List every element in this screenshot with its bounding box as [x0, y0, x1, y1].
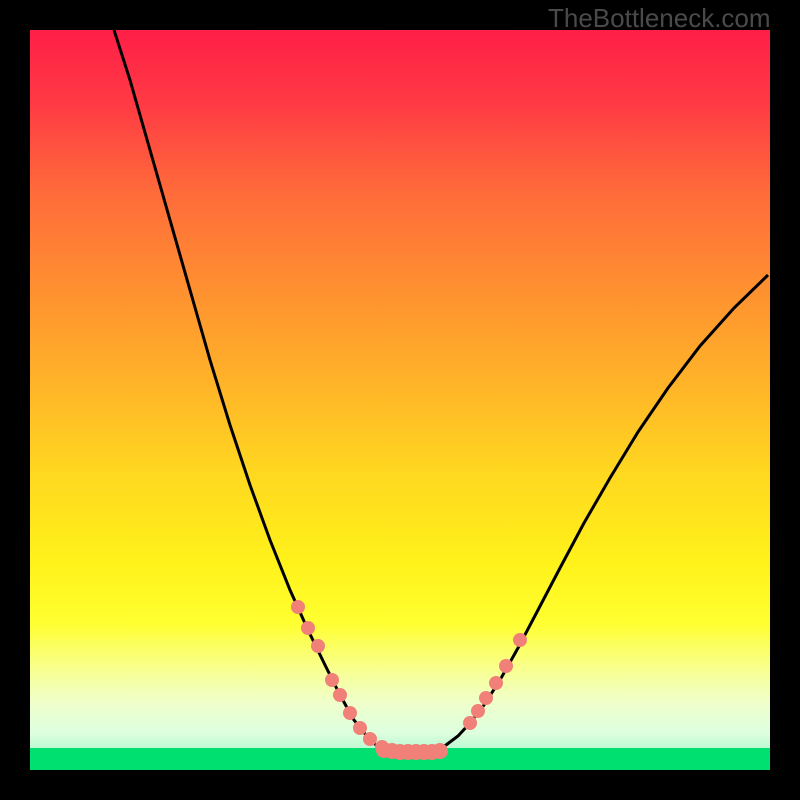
marker-dot	[353, 721, 367, 735]
marker-dot	[325, 673, 339, 687]
marker-dot	[489, 676, 503, 690]
marker-dot	[311, 639, 325, 653]
stage: TheBottleneck.com	[0, 0, 800, 800]
bottom-cluster-dot	[432, 743, 448, 759]
bottom-cluster-group	[376, 742, 448, 760]
marker-dot	[363, 732, 377, 746]
marker-dot	[463, 716, 477, 730]
marker-dot	[333, 688, 347, 702]
marker-dot	[471, 704, 485, 718]
marker-dot	[513, 633, 527, 647]
marker-dot	[499, 659, 513, 673]
watermark-text: TheBottleneck.com	[548, 3, 771, 34]
marker-dot	[343, 706, 357, 720]
plot-area	[30, 30, 770, 770]
chart-svg	[30, 30, 770, 770]
marker-dot	[291, 600, 305, 614]
marker-dot	[479, 691, 493, 705]
markers-group	[291, 600, 527, 759]
marker-dot	[301, 621, 315, 635]
bottleneck-curve	[114, 30, 768, 752]
